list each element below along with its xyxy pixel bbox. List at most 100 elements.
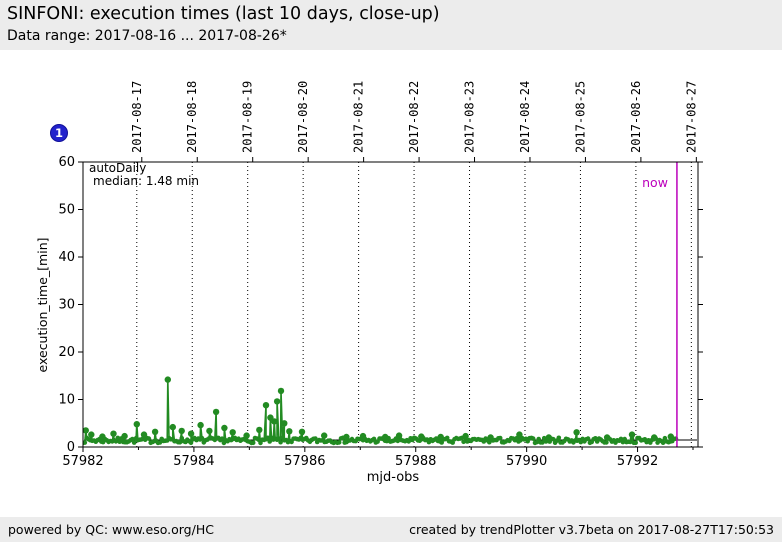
x-tick-label: 57982 (62, 454, 103, 469)
data-point-spike (277, 387, 285, 395)
data-point-spike (99, 433, 106, 440)
data-point-spike (151, 428, 159, 435)
data-point-spike (487, 434, 494, 441)
x-tick-label: 57986 (284, 454, 325, 469)
data-point-spike (298, 428, 306, 435)
series-autodaily (83, 376, 679, 446)
header-bar: SINFONI: execution times (last 10 days, … (0, 0, 782, 50)
data-point-spike (262, 402, 270, 409)
data-point (336, 440, 342, 445)
data-point (276, 436, 282, 441)
data-point (278, 439, 283, 445)
data-point-spike (221, 424, 228, 432)
y-tick-label: 20 (58, 345, 75, 360)
data-point-spike (573, 429, 580, 436)
data-point (371, 436, 377, 442)
data-point-spike (437, 433, 444, 441)
data-point (660, 440, 666, 446)
data-point-spike (651, 434, 658, 441)
x-tick-label: 57984 (173, 454, 214, 469)
annotation-badge-1[interactable]: 1 (50, 124, 68, 142)
data-point (497, 435, 503, 441)
execution-times-chart: 2017-08-17 2017-08-18 2017-08-19 2017-08-20… (35, 81, 703, 485)
date-tick-label: 2017-08-18 (185, 81, 199, 153)
data-point-spike (140, 431, 148, 438)
date-tick-label: 2017-08-23 (463, 81, 477, 153)
footer-created-by: created by trendPlotter v3.7beta on 2017… (409, 522, 774, 537)
data-point (113, 439, 119, 444)
data-point (250, 440, 256, 446)
data-point (177, 440, 183, 445)
data-point-spike (169, 423, 176, 431)
data-range-subtitle: Data range: 2017-08-16 ... 2017-08-26* (7, 28, 287, 44)
data-point-spike (343, 433, 350, 441)
data-point (115, 435, 121, 441)
data-point (265, 435, 271, 441)
page-title: SINFONI: execution times (last 10 days, … (7, 4, 440, 24)
data-point (627, 439, 633, 445)
data-point (199, 435, 205, 441)
x-axis-title: mjd-obs (367, 470, 420, 485)
footer-powered-by[interactable]: powered by QC: www.eso.org/HC (8, 522, 214, 537)
data-point (267, 439, 273, 444)
date-tick-label: 2017-08-22 (407, 81, 421, 153)
date-tick-label: 2017-08-19 (241, 81, 255, 153)
data-point-spike (88, 431, 95, 438)
data-point (130, 436, 135, 442)
data-point-spike (133, 421, 140, 428)
data-point-spike (229, 429, 236, 436)
data-point-spike (516, 431, 523, 438)
data-point (450, 440, 456, 445)
data-point-spike (667, 433, 674, 440)
data-point (556, 435, 562, 441)
date-tick-label: 2017-08-21 (352, 81, 366, 153)
data-point-spike (628, 431, 636, 438)
data-point (444, 435, 450, 441)
data-point-spike (206, 427, 213, 435)
date-tick-label: 2017-08-20 (296, 81, 310, 153)
data-point (461, 439, 466, 445)
data-point-spike (164, 376, 171, 383)
data-point-spike (178, 427, 185, 435)
data-point (536, 436, 541, 442)
y-tick-label: 10 (58, 393, 75, 408)
x-tick-label: 57988 (395, 454, 436, 469)
y-axis-title: execution_time_[min] (35, 238, 50, 373)
data-point-spike (121, 432, 128, 440)
data-point (313, 436, 318, 441)
date-tick-label: 2017-08-26 (629, 81, 643, 153)
data-point-spike (273, 398, 281, 405)
legend-median-label: median: 1.48 min (93, 174, 199, 188)
data-point-spike (243, 432, 250, 439)
data-point (585, 436, 591, 441)
data-point-spike (256, 426, 263, 434)
data-point-spike (418, 433, 425, 440)
data-point (530, 436, 536, 441)
now-label: now (642, 175, 668, 190)
data-point (131, 440, 137, 445)
y-tick-label: 0 (67, 440, 75, 455)
data-point (83, 440, 88, 445)
data-point (604, 440, 609, 445)
data-point (157, 440, 163, 445)
y-tick-label: 60 (58, 155, 75, 170)
data-point-spike (395, 432, 403, 439)
data-point (146, 436, 152, 441)
data-point-spike (187, 430, 195, 437)
x-tick-label: 57990 (506, 454, 547, 469)
y-tick-label: 30 (58, 298, 75, 313)
data-point (219, 436, 225, 442)
footer-bar: powered by QC: www.eso.org/HC created by… (0, 517, 782, 542)
data-point-spike (281, 420, 288, 427)
data-point-spike (271, 418, 278, 425)
data-point (540, 440, 545, 445)
data-point (633, 440, 638, 446)
date-tick-label: 2017-08-27 (684, 81, 698, 153)
date-tick-label: 2017-08-17 (130, 81, 144, 153)
x-tick-label: 57992 (617, 454, 658, 469)
y-tick-label: 40 (58, 250, 75, 265)
data-point-spike (603, 434, 611, 441)
y-tick-label: 50 (58, 203, 75, 218)
legend-series-label: autoDaily (89, 161, 146, 175)
